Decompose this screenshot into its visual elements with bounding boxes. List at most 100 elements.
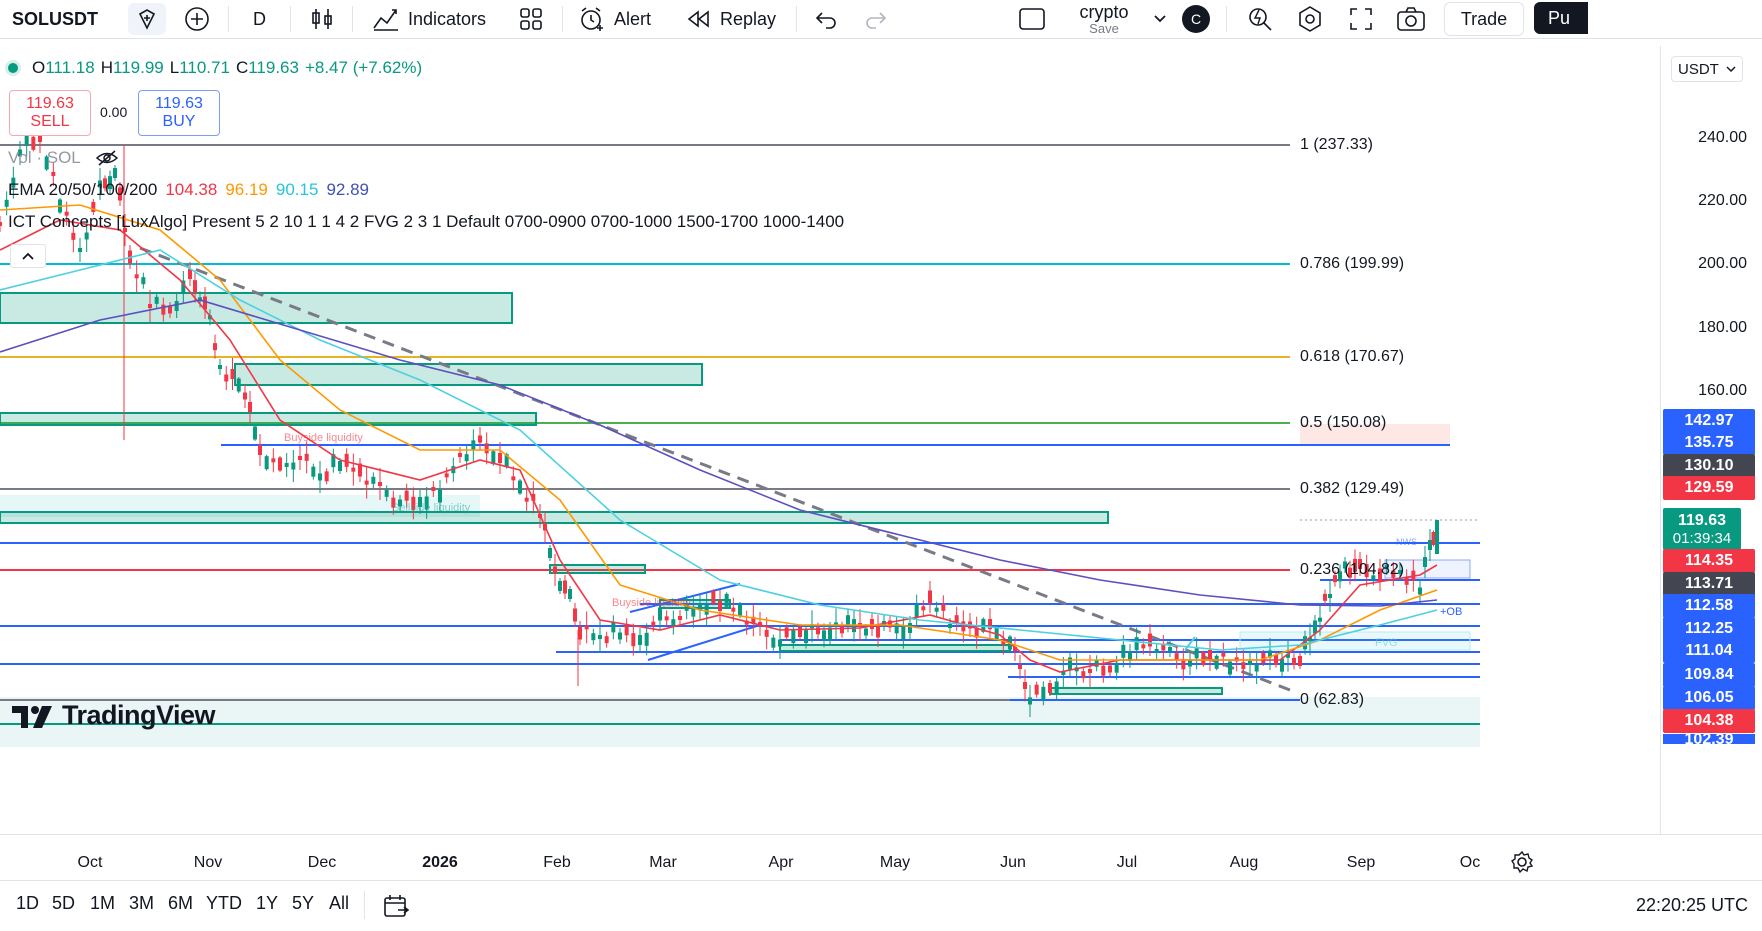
divider [228,6,229,32]
range-6m[interactable]: 6M [168,893,194,913]
calendar-icon[interactable] [382,893,410,924]
last-price-tag: 119.63 01:39:34 [1663,508,1741,550]
close-value: 119.63 [248,58,299,77]
bar-style-icon[interactable] [310,0,334,38]
settings-icon[interactable] [1296,0,1324,38]
volume-legend[interactable]: Vol · SOL [8,148,119,168]
quick-search-icon[interactable] [1246,0,1274,38]
price-axis[interactable]: USDT 240.00 220.00 200.00 180.00 160.00 … [1660,46,1762,834]
alert-plus-icon[interactable] [128,3,166,35]
candle-body [1313,620,1317,634]
low-label: L [169,58,180,77]
indicators-label: Indicators [408,8,487,29]
interval-button[interactable]: D [253,0,266,38]
ict-concepts-legend[interactable]: ICT Concepts [LuxAlgo] Present 5 2 10 1 … [8,212,844,232]
sell-button[interactable]: 119.63 SELL [9,90,91,136]
candle-body [914,604,919,618]
candle-body [822,630,826,641]
candle-body [1081,671,1086,679]
candle-body [1194,648,1199,659]
order-block-zone [0,412,537,426]
buyside-liquidity-label: Buyside liquidity [284,432,363,444]
ema50-value: 96.19 [225,180,268,199]
candle-body [291,462,296,470]
candle-body [698,603,702,611]
candle-body [1068,657,1072,671]
high-label: H [100,58,113,77]
range-3m[interactable]: 3M [129,893,155,913]
fullscreen-icon[interactable] [1348,0,1374,38]
undo-icon[interactable] [814,0,838,38]
indicators-button[interactable]: Indicators [372,0,486,38]
camera-icon[interactable] [1396,0,1426,38]
candle-body [141,277,146,285]
ema-legend[interactable]: EMA 20/50/100/200 104.38 96.19 90.15 92.… [8,180,369,200]
candle-body [638,635,642,645]
candle-body [1134,637,1139,651]
chevron-down-icon [1726,66,1736,73]
range-5y[interactable]: 5Y [292,893,315,913]
range-1d[interactable]: 1D [16,893,40,913]
candle-body [338,461,342,471]
candle-body [134,274,139,279]
candle-body [1431,532,1436,545]
divider [562,6,563,32]
gear-icon[interactable] [1510,850,1534,879]
avatar-letter: C [1190,11,1202,27]
candle-body [324,471,329,482]
candle-body [1318,617,1322,622]
publish-button[interactable]: Pu [1534,2,1588,34]
order-block-zone [234,363,703,386]
eye-off-icon[interactable] [95,149,119,167]
candle-body [791,630,796,644]
candle-body [64,211,69,216]
candle-body [658,607,662,621]
range-all[interactable]: All [329,893,350,913]
fvg-marker [1184,636,1196,651]
candle-body [464,454,469,462]
candle-body [758,622,762,626]
premium-zone [1300,424,1450,446]
add-symbol-icon[interactable] [184,0,210,38]
layout-name-button[interactable]: crypto Save [1074,2,1134,36]
candle-body [284,463,289,467]
redo-icon[interactable] [864,0,888,38]
symbol-search[interactable]: SOLUSDT [12,0,98,38]
candle-body [664,616,669,621]
candle-body [1013,647,1017,651]
trade-button[interactable]: Trade [1444,2,1524,36]
ict-label: ICT Concepts [LuxAlgo] Present 5 2 10 1 … [8,212,845,231]
candle-body [901,626,906,640]
chevron-down-icon[interactable] [1152,0,1168,38]
fib-level-05: 0.5 (150.08) [1300,414,1387,431]
range-5d[interactable]: 5D [52,893,76,913]
candle-body [1303,636,1307,650]
candle-body [1188,659,1192,667]
layout-icon[interactable] [1018,0,1046,38]
price-tick: 180.00 [1698,319,1747,336]
candle-body [771,637,776,648]
candle-body [764,629,769,637]
candle-body [1391,570,1396,578]
range-1m[interactable]: 1M [90,893,116,913]
candle-body [391,497,396,508]
time-tick: Mar [649,854,677,871]
currency-select[interactable]: USDT [1671,56,1743,82]
replay-button[interactable]: Replay [686,0,776,38]
top-toolbar: SOLUSDT D Indicators Alert Replay crypto… [0,0,1762,39]
alert-button[interactable]: Alert [578,0,651,38]
trade-label: Trade [1460,8,1508,29]
time-tick: Oc [1459,854,1481,871]
range-ytd[interactable]: YTD [206,893,242,913]
price-chart[interactable] [0,46,1660,834]
templates-icon[interactable] [518,0,544,38]
candle-body [1101,665,1106,676]
candle-body [553,566,557,574]
candle-body [188,269,192,279]
avatar[interactable]: C [1182,5,1210,33]
buy-button[interactable]: 119.63 BUY [138,90,220,136]
chart-pane[interactable] [0,46,1660,834]
collapse-icon[interactable] [10,244,46,268]
order-block-label: +OB [1440,606,1463,618]
range-1y[interactable]: 1Y [256,893,279,913]
